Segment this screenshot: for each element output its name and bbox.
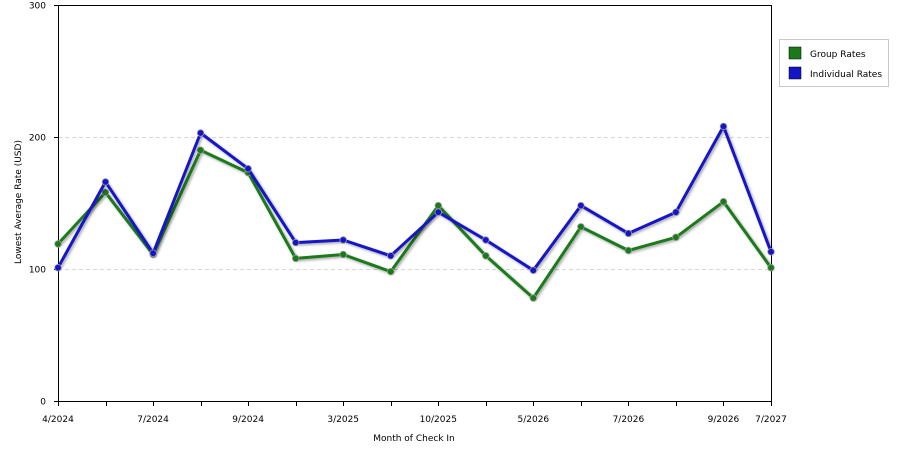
series-lines [54, 122, 775, 302]
x-tick-label-0: 4/2024 [42, 415, 74, 425]
y-tick-label-0: 0 [40, 398, 46, 408]
axes [54, 5, 772, 406]
data-point-group-rates-12 [624, 246, 633, 255]
grid-lines [58, 137, 771, 270]
legend-swatch-group-rates [788, 46, 802, 60]
x-tick-label-7: 9/2026 [708, 415, 740, 425]
data-point-group-rates-9 [482, 252, 490, 260]
legend: Group Rates Individual Rates [779, 39, 889, 87]
data-point-individual-rates-3 [196, 129, 205, 137]
data-point-group-rates-13 [672, 233, 680, 241]
y-tick-label-100: 100 [29, 266, 46, 276]
data-point-group-rates-3 [196, 146, 205, 154]
data-point-individual-rates-8 [434, 208, 442, 216]
data-point-individual-rates-14 [719, 122, 728, 131]
data-point-individual-rates-12 [624, 229, 633, 238]
data-point-individual-rates-1 [101, 178, 110, 186]
data-point-group-rates-1 [101, 188, 110, 197]
data-point-group-rates-15 [767, 264, 775, 272]
series-line-group-rates [56, 148, 773, 300]
data-point-individual-rates-5 [292, 238, 300, 247]
x-tick-label-3: 3/2025 [327, 415, 359, 425]
data-point-group-rates-0 [54, 240, 62, 248]
x-tick-label-8: 7/2027 [755, 415, 787, 425]
x-tick-label-2: 9/2024 [232, 415, 264, 425]
data-point-individual-rates-7 [387, 252, 395, 260]
data-point-group-rates-11 [577, 223, 585, 231]
data-point-group-rates-10 [529, 294, 537, 302]
x-tick-label-5: 5/2026 [517, 415, 549, 425]
data-point-individual-rates-15 [767, 248, 775, 256]
y-tick-label-300: 300 [29, 2, 46, 12]
x-tick-label-6: 7/2026 [613, 415, 645, 425]
x-axis-title: Month of Check In [373, 434, 455, 444]
data-point-individual-rates-9 [482, 236, 490, 244]
data-point-group-rates-14 [719, 197, 728, 206]
legend-label-individual-rates: Individual Rates [810, 70, 882, 80]
legend-swatch-individual-rates [788, 66, 802, 80]
data-point-individual-rates-10 [529, 266, 537, 274]
data-point-individual-rates-2 [149, 249, 157, 257]
data-point-individual-rates-11 [577, 201, 585, 210]
data-point-individual-rates-13 [672, 208, 680, 216]
data-point-group-rates-7 [387, 267, 395, 276]
data-point-individual-rates-6 [339, 236, 347, 244]
y-axis-title: Lowest Average Rate (USD) [14, 140, 24, 264]
data-point-group-rates-6 [339, 250, 347, 259]
data-point-group-rates-8 [434, 201, 442, 210]
data-point-individual-rates-0 [54, 264, 62, 272]
tick-labels: 0 100 200 300 4/2024 7/2024 9/2024 3/2025 10/202… [29, 2, 787, 426]
data-point-group-rates-5 [292, 254, 300, 263]
legend-label-group-rates: Group Rates [810, 50, 866, 60]
x-tick-label-1: 7/2024 [137, 415, 169, 425]
y-tick-label-200: 200 [29, 134, 46, 144]
x-tick-label-4: 10/2025 [420, 415, 457, 425]
series-line-individual-rates [56, 124, 773, 272]
data-point-individual-rates-4 [244, 164, 252, 173]
